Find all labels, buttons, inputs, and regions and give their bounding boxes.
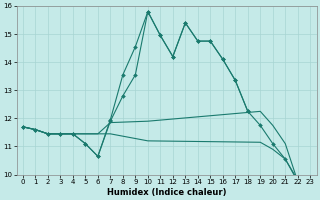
X-axis label: Humidex (Indice chaleur): Humidex (Indice chaleur) bbox=[107, 188, 226, 197]
